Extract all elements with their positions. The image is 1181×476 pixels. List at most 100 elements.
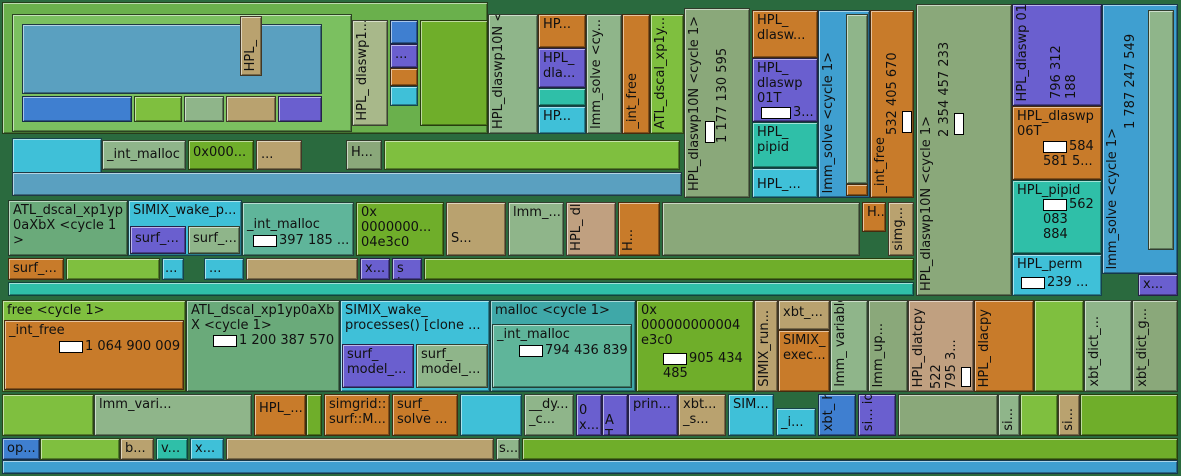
block-row4-fill[interactable] [2, 460, 1178, 474]
node-hpl-dlacpy[interactable]: HPL_ dlacpy [974, 300, 1034, 392]
node-si-d[interactable]: si... [1058, 394, 1080, 436]
block-row2-fill-4[interactable] [1020, 394, 1058, 436]
node-s-a[interactable]: S... [446, 202, 506, 256]
block-sage-mid[interactable] [846, 14, 868, 184]
node-hpl-dlatcpy[interactable]: HPL_dlatcpy 522 795 3... [908, 300, 974, 392]
node-dots-b[interactable]: ... [162, 258, 184, 280]
node-0x000-a[interactable]: 0x000... [188, 140, 254, 170]
block-b-fill-2[interactable] [246, 258, 358, 280]
block-nested-6[interactable] [226, 96, 276, 122]
node-int-malloc-b[interactable]: _int_malloc 397 185 ... [242, 202, 354, 256]
node-h-b[interactable]: H... [618, 202, 660, 256]
node-s-b[interactable]: s... [496, 438, 520, 460]
node-simix-exec[interactable]: SIMIX_ exec... [778, 330, 830, 392]
block-lime-stack[interactable] [420, 20, 488, 126]
node-surf-solve[interactable]: surf_ solve ... [392, 394, 458, 436]
node-lmm-solve-cycle-top[interactable]: lmm_solve <cy... [586, 14, 622, 134]
node-surf-a2[interactable]: surf_... [188, 226, 240, 254]
block-green-row[interactable] [2, 394, 94, 436]
node-int-free-mid[interactable]: _int_free 532 405 670 [870, 10, 914, 198]
node-hp-mid[interactable]: HP... [538, 106, 586, 134]
block-row2-fill-3[interactable] [898, 394, 998, 436]
node-hpl-dla-top[interactable]: HPL_ dla... [538, 48, 586, 88]
node-x-b[interactable]: x... [360, 258, 390, 280]
block-row3-fill-2[interactable] [226, 438, 494, 460]
block-blue-row[interactable] [12, 138, 102, 174]
node-xbt-dict-g[interactable]: xbt_dict_g... [1132, 300, 1178, 392]
node-x-r[interactable]: x... [1138, 274, 1178, 296]
node-simix-run[interactable]: SIMIX_run... [754, 300, 778, 392]
node-dots1[interactable]: ... [390, 44, 418, 68]
node-hpl-dlaswp10n-right[interactable]: HPL_dlaswp10N <cycle 1> 2 354 457 233 [916, 4, 1012, 296]
node-0x-long-b[interactable]: 0x 000000000004 e3c0 905 434 485 [636, 300, 754, 392]
block-orange-mid[interactable] [846, 184, 868, 196]
node-xbt-dict-a[interactable]: xbt_dict_... [1084, 300, 1132, 392]
node-lmm-a[interactable]: lmm_... [508, 202, 564, 256]
block-cyan-small[interactable] [390, 86, 418, 106]
block-sage-r[interactable] [1148, 10, 1174, 250]
node-hp-top[interactable]: HP... [538, 14, 586, 48]
node-surf-b[interactable]: surf_... [8, 258, 64, 280]
node-op[interactable]: op... [2, 438, 40, 460]
node-atl-dscal-cycle[interactable]: ATL_dscal_xp1yp 0aXbX <cycle 1 > [8, 200, 128, 256]
node-hpl-lab1[interactable]: HPL_ [240, 16, 262, 76]
node-hpl-mid-small[interactable]: HPL_... [752, 168, 818, 198]
node-si-a[interactable]: si... [392, 258, 422, 280]
node-int-malloc-a[interactable]: _int_malloc [102, 140, 186, 170]
node-hpl-pipid-r[interactable]: HPL_pipid 562 083 884 [1012, 180, 1102, 254]
node-xbt-s[interactable]: xbt... _s... [678, 394, 726, 436]
block-row-fill-2[interactable] [12, 172, 682, 196]
node-int-free-b[interactable]: _int_free 1 064 900 009 [4, 320, 184, 390]
node-int-malloc-c[interactable]: _int_malloc 794 436 839 [492, 324, 632, 388]
node-int-free-top[interactable]: _int_free [622, 14, 650, 134]
block-row2-fill-2[interactable] [460, 394, 522, 436]
block-mid-fill[interactable] [662, 202, 860, 256]
block-nested-4[interactable] [134, 96, 182, 122]
block-row2-fill-5[interactable] [1080, 394, 1178, 436]
node-simg-a[interactable]: simg... [888, 202, 914, 256]
node-hpl-dlaswp10n-cycle-a[interactable]: HPL_dlaswp10N <cycle 1> [488, 14, 538, 134]
node-hpl-perm-r[interactable]: HPL_perm 239 ... [1012, 254, 1102, 296]
block-green-bottom[interactable] [1034, 300, 1084, 392]
node-v[interactable]: v... [156, 438, 188, 460]
node-atl-dscal-cycle-b[interactable]: ATL_dscal_xp1yp0aXb X <cycle 1> 1 200 38… [186, 300, 340, 392]
node-hpl-dlaswp06t-r[interactable]: HPL_dlaswp 06T 584 581 5... [1012, 106, 1102, 180]
node-dots-c[interactable]: ... [204, 258, 244, 280]
node-hpl-dlasw[interactable]: HPL_ dlasw... [752, 10, 818, 58]
block-row-fill[interactable] [384, 140, 680, 170]
block-row3-fill-3[interactable] [522, 438, 1178, 460]
block-orange-small[interactable] [390, 68, 418, 86]
node-0x-long-a[interactable]: 0x 0000000... 04e3c0 [356, 202, 444, 256]
node-simgrid-surf[interactable]: simgrid:: surf::M... [324, 394, 390, 436]
block-nested-5[interactable] [184, 96, 224, 122]
node-hpl-dlaswp10n-big[interactable]: HPL_dlaswp10N <cycle 1> 1 177 130 595 [684, 8, 750, 198]
node-lmm-up[interactable]: lmm_up... [868, 300, 908, 392]
block-b-fill-4[interactable] [8, 282, 914, 296]
node-atl-dscal-top[interactable]: ATL_dscal_xp1y... [650, 14, 684, 134]
block-nested-3[interactable] [22, 96, 132, 122]
node-i[interactable]: _i... [776, 408, 816, 436]
block-teal-top[interactable] [538, 88, 586, 106]
block-b-fill[interactable] [66, 258, 160, 280]
node-hpl-dlaswp01t-mid[interactable]: HPL_ dlaswp 01T 3... [752, 58, 818, 122]
node-surf-model-b[interactable]: surf_ model_... [416, 344, 488, 388]
block-b-fill-3[interactable] [424, 258, 914, 280]
block-row3-fill[interactable] [40, 438, 120, 460]
node-xbt-a[interactable]: xbt_... [778, 300, 830, 330]
node-dy[interactable]: __dy... _c... [524, 394, 574, 436]
node-si-c[interactable]: si... [998, 394, 1020, 436]
block-nested-7[interactable] [278, 96, 322, 122]
block-row2-fill[interactable] [306, 394, 322, 436]
node-hpl-c[interactable]: HPL_... [254, 394, 306, 436]
node-hpl-dlat-a[interactable]: HPL_ dlat... [566, 202, 616, 256]
node-h-c[interactable]: H... [862, 202, 886, 232]
block-blue-top[interactable] [390, 20, 418, 44]
node-dots-a[interactable]: ... [256, 140, 302, 170]
node-surf-model-a[interactable]: surf_ model_... [342, 344, 414, 388]
node-prin[interactable]: prin... [628, 394, 678, 436]
node-si-id[interactable]: si... id... [858, 394, 896, 436]
node-hpl-dlaswp01t-r[interactable]: HPL_dlaswp 01T 796 312 188 [1012, 4, 1102, 106]
node-x-c[interactable]: x... [190, 438, 224, 460]
node-b[interactable]: b... [120, 438, 154, 460]
node-xbt-he[interactable]: xbt_ he... [818, 394, 856, 436]
